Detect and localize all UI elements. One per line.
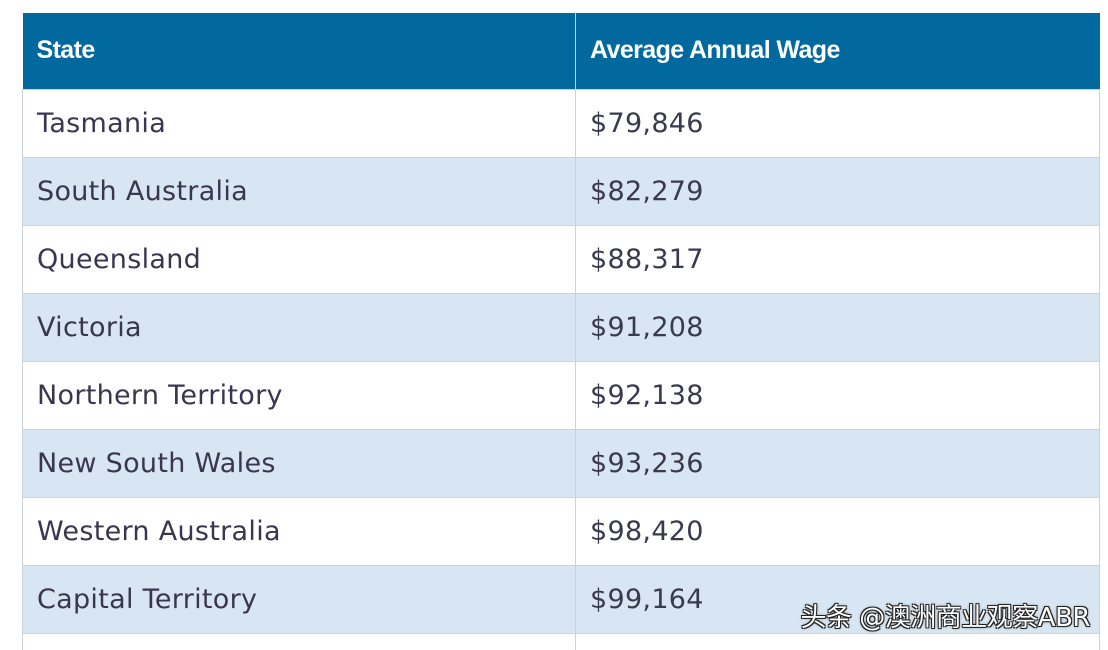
wage-cell: $92,138 [575,360,1100,430]
table-row: Capital Territory $99,164 [22,564,1100,634]
state-cell: South Australia [22,156,576,226]
table-row: New South Wales $93,236 [22,428,1100,498]
table-body: Tasmania $79,846 South Australia $82,279… [22,88,1100,650]
empty-cell [22,632,576,650]
column-header-state: State [22,13,576,89]
state-cell: Tasmania [22,88,576,158]
header-row: State Average Annual Wage [22,13,1100,89]
state-cell: Capital Territory [22,564,576,634]
wage-cell: $93,236 [575,428,1100,498]
state-cell: Victoria [22,292,576,362]
table-row: Victoria $91,208 [22,292,1100,362]
watermark-text: 头条 @澳洲商业观察ABR [800,603,1091,633]
state-cell: Western Australia [22,496,576,566]
state-cell: Northern Territory [22,360,576,430]
wage-cell: $79,846 [575,88,1100,158]
wage-cell: $98,420 [575,496,1100,566]
table-row-partial [22,632,1100,650]
table-row: Tasmania $79,846 [22,88,1100,158]
state-cell: Queensland [22,224,576,294]
table-row: Northern Territory $92,138 [22,360,1100,430]
wage-cell: $91,208 [575,292,1100,362]
table-row: Western Australia $98,420 [22,496,1100,566]
wage-cell: $88,317 [575,224,1100,294]
wage-table: State Average Annual Wage Tasmania $79,8… [22,13,1100,650]
table-row: South Australia $82,279 [22,156,1100,226]
wage-cell: $99,164 [575,564,1100,634]
wage-cell: $82,279 [575,156,1100,226]
table-row: Queensland $88,317 [22,224,1100,294]
empty-cell [575,632,1100,650]
state-cell: New South Wales [22,428,576,498]
column-header-wage: Average Annual Wage [575,13,1100,89]
